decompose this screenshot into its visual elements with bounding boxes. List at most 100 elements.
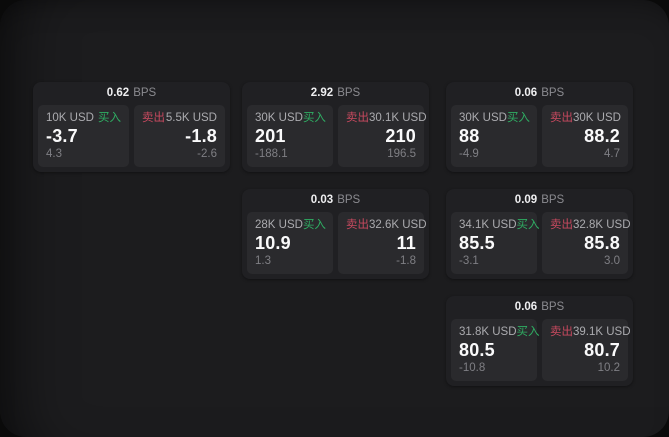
bps-value: 0.09 (514, 194, 538, 206)
bps-unit-label: BPS (541, 301, 565, 313)
bps-header: 0.06 BPS (446, 296, 633, 319)
bps-header: 2.92 BPS (242, 82, 429, 105)
sell-side-label: 卖出 (346, 112, 369, 124)
buy-panel[interactable]: 30K USD 买入 201 -188.1 (247, 105, 333, 167)
buy-amount: 10K USD (46, 112, 94, 124)
sell-side-label: 卖出 (142, 112, 165, 124)
quote-card: 2.92 BPS 30K USD 买入 201 -188.1 卖出 (242, 82, 429, 172)
buy-price: 85.5 (459, 233, 495, 253)
bps-unit-label: BPS (337, 194, 361, 206)
sell-labels-row: 卖出 30.1K USD (346, 111, 427, 125)
buy-labels-row: 10K USD 买入 (46, 111, 121, 125)
buy-side-label: 买入 (302, 219, 326, 231)
sell-labels-row: 卖出 32.6K USD (346, 218, 427, 232)
quote-column-2: 2.92 BPS 30K USD 买入 201 -188.1 卖出 (242, 82, 429, 279)
sell-amount: 32.8K USD (573, 219, 631, 231)
quote-card-body: 30K USD 买入 88 -4.9 卖出 30K USD 88.2 4.7 (446, 105, 633, 172)
buy-amount: 28K USD (255, 219, 303, 231)
buy-sub-value: -10.8 (459, 362, 486, 374)
buy-sub-value: 4.3 (46, 148, 62, 160)
buy-price: -3.7 (46, 126, 78, 146)
buy-labels-row: 28K USD 买入 (255, 218, 326, 232)
buy-side-label: 买入 (302, 112, 326, 124)
sell-side-label: 卖出 (550, 326, 573, 338)
buy-amount: 30K USD (255, 112, 303, 124)
bps-unit-label: BPS (337, 87, 361, 99)
quote-card-body: 30K USD 买入 201 -188.1 卖出 30.1K USD 210 1… (242, 105, 429, 172)
sell-panel[interactable]: 卖出 39.1K USD 80.7 10.2 (542, 319, 631, 381)
sell-labels-row: 卖出 5.5K USD (142, 111, 217, 125)
sell-price: -1.8 (185, 126, 217, 146)
buy-panel[interactable]: 28K USD 买入 10.9 1.3 (247, 212, 333, 274)
buy-labels-row: 31.8K USD 买入 (459, 325, 540, 339)
quote-card: 0.62 BPS 10K USD 买入 -3.7 4.3 卖出 (33, 82, 230, 172)
sell-sub-value: 10.2 (597, 362, 620, 374)
buy-labels-row: 30K USD 买入 (255, 111, 326, 125)
bps-header: 0.62 BPS (33, 82, 230, 105)
buy-side-label: 买入 (506, 112, 530, 124)
bps-unit-label: BPS (133, 87, 157, 99)
sell-sub-value: -2.6 (197, 148, 217, 160)
buy-labels-row: 30K USD 买入 (459, 111, 530, 125)
buy-price: 10.9 (255, 233, 291, 253)
sell-price: 210 (385, 126, 416, 146)
buy-side-label: 买入 (516, 219, 540, 231)
bps-value: 0.03 (310, 194, 334, 206)
sell-amount: 32.6K USD (369, 219, 427, 231)
buy-price: 80.5 (459, 340, 495, 360)
quote-card: 0.09 BPS 34.1K USD 买入 85.5 -3.1 卖出 (446, 189, 633, 279)
sell-side-label: 卖出 (346, 219, 369, 231)
sell-side-label: 卖出 (550, 219, 573, 231)
sell-panel[interactable]: 卖出 5.5K USD -1.8 -2.6 (134, 105, 225, 167)
sell-sub-value: 4.7 (604, 148, 620, 160)
buy-labels-row: 34.1K USD 买入 (459, 218, 540, 232)
bps-header: 0.06 BPS (446, 82, 633, 105)
bps-unit-label: BPS (541, 87, 565, 99)
sell-price: 80.7 (584, 340, 620, 360)
buy-panel[interactable]: 30K USD 买入 88 -4.9 (451, 105, 537, 167)
sell-panel[interactable]: 卖出 32.6K USD 11 -1.8 (338, 212, 427, 274)
quote-card-body: 34.1K USD 买入 85.5 -3.1 卖出 32.8K USD 85.8… (446, 212, 633, 279)
sell-price: 11 (396, 233, 416, 253)
sell-sub-value: 196.5 (387, 148, 416, 160)
bps-unit-label: BPS (541, 194, 565, 206)
sell-labels-row: 卖出 32.8K USD (550, 218, 631, 232)
bps-value: 0.06 (514, 301, 538, 313)
sell-amount: 39.1K USD (573, 326, 631, 338)
sell-panel[interactable]: 卖出 30K USD 88.2 4.7 (542, 105, 628, 167)
buy-panel[interactable]: 10K USD 买入 -3.7 4.3 (38, 105, 129, 167)
sell-amount: 5.5K USD (165, 112, 217, 124)
sell-panel[interactable]: 卖出 30.1K USD 210 196.5 (338, 105, 427, 167)
quote-card: 0.06 BPS 31.8K USD 买入 80.5 -10.8 卖 (446, 296, 633, 386)
quote-card-body: 10K USD 买入 -3.7 4.3 卖出 5.5K USD -1.8 -2.… (33, 105, 230, 172)
sell-panel[interactable]: 卖出 32.8K USD 85.8 3.0 (542, 212, 631, 274)
bps-value: 0.06 (514, 87, 538, 99)
buy-sub-value: -4.9 (459, 148, 479, 160)
buy-amount: 34.1K USD (459, 219, 517, 231)
quote-card-body: 31.8K USD 买入 80.5 -10.8 卖出 39.1K USD 80.… (446, 319, 633, 386)
bps-value: 0.62 (106, 87, 130, 99)
sell-sub-value: -1.8 (396, 255, 416, 267)
sell-labels-row: 卖出 30K USD (550, 111, 621, 125)
buy-panel[interactable]: 31.8K USD 买入 80.5 -10.8 (451, 319, 540, 381)
buy-sub-value: -3.1 (459, 255, 479, 267)
sell-price: 88.2 (584, 126, 620, 146)
buy-price: 201 (255, 126, 286, 146)
sell-price: 85.8 (584, 233, 620, 253)
buy-price: 88 (459, 126, 480, 146)
quote-column-3: 0.06 BPS 30K USD 买入 88 -4.9 卖出 (446, 82, 633, 386)
buy-sub-value: 1.3 (255, 255, 271, 267)
bps-value: 2.92 (310, 87, 334, 99)
sell-amount: 30K USD (573, 112, 621, 124)
quote-card-body: 28K USD 买入 10.9 1.3 卖出 32.6K USD 11 -1.8 (242, 212, 429, 279)
bps-header: 0.03 BPS (242, 189, 429, 212)
buy-amount: 31.8K USD (459, 326, 517, 338)
sell-labels-row: 卖出 39.1K USD (550, 325, 631, 339)
quote-column-1: 0.62 BPS 10K USD 买入 -3.7 4.3 卖出 (33, 82, 230, 172)
buy-sub-value: -188.1 (255, 148, 288, 160)
buy-panel[interactable]: 34.1K USD 买入 85.5 -3.1 (451, 212, 540, 274)
buy-amount: 30K USD (459, 112, 507, 124)
buy-side-label: 买入 (516, 326, 540, 338)
